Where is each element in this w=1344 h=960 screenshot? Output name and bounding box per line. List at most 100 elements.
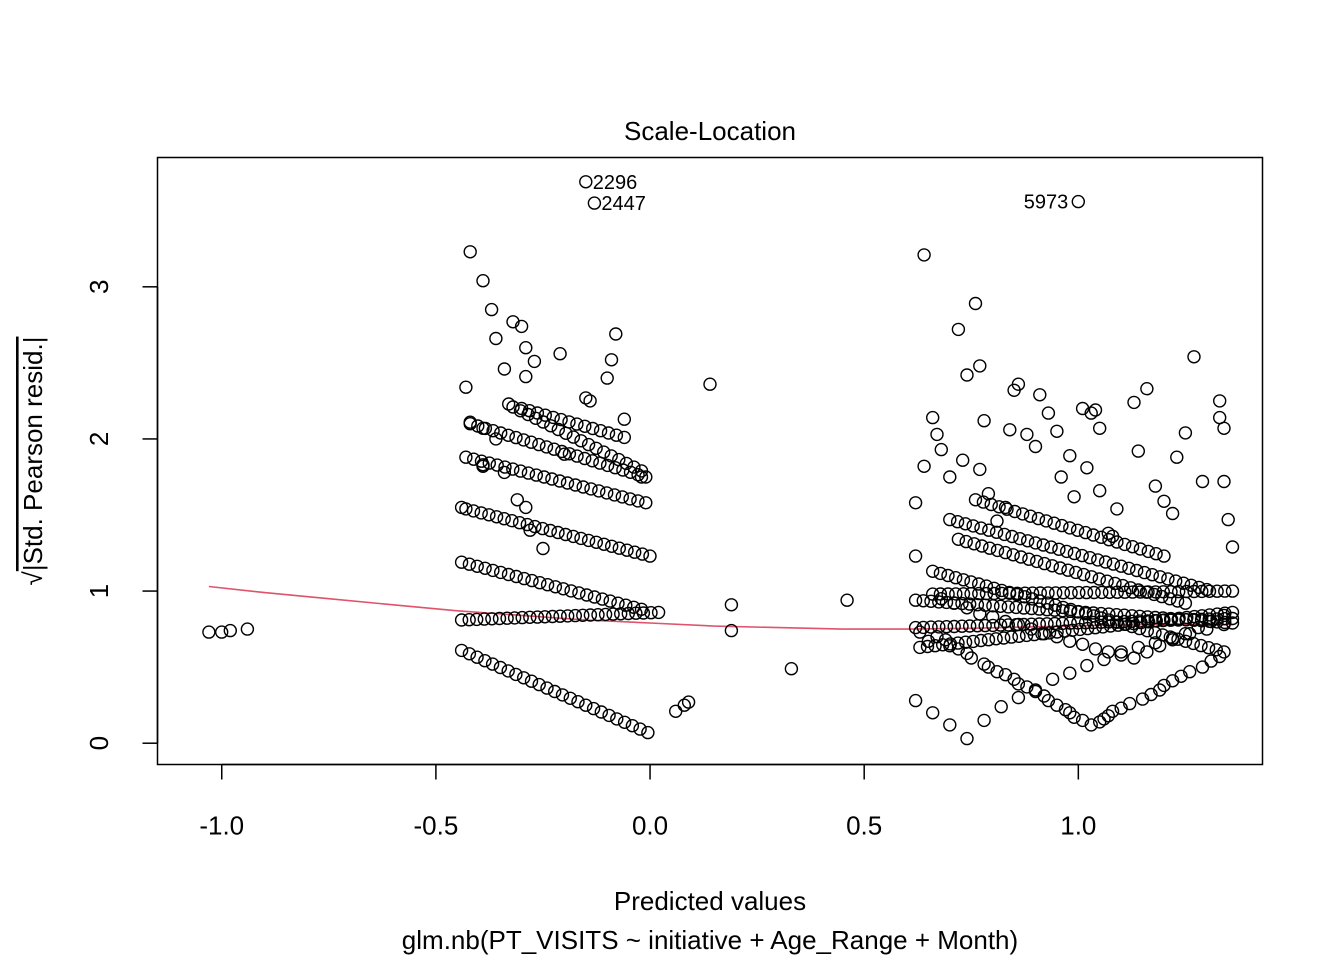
data-point (524, 435, 538, 449)
data-point (1029, 554, 1044, 569)
data-point (502, 397, 516, 411)
x-axis: -1.0 -0.5 0.0 0.5 1.0 (199, 763, 1096, 841)
data-point (608, 461, 622, 475)
data-point (926, 706, 940, 720)
y-axis-label: √|Std. Pearson resid.| (18, 337, 48, 586)
data-point (490, 458, 504, 472)
data-point (470, 559, 484, 573)
data-point (926, 564, 940, 578)
data-point (958, 517, 973, 531)
data-point (1163, 630, 1178, 644)
data-point (1187, 350, 1201, 364)
data-point (1109, 615, 1124, 629)
data-point (459, 502, 473, 516)
data-point (486, 424, 500, 438)
labeled-point (587, 196, 602, 210)
data-point (1094, 606, 1108, 621)
y-tick-label: 0 (84, 736, 114, 750)
data-point (585, 454, 599, 468)
data-point (1025, 586, 1040, 600)
data-point (540, 578, 555, 592)
data-point (583, 608, 598, 622)
data-point (532, 677, 546, 692)
data-point (1178, 596, 1193, 610)
data-point (1024, 601, 1039, 616)
data-point (924, 620, 938, 634)
data-point (486, 563, 500, 578)
data-point (454, 643, 469, 658)
data-point (515, 610, 529, 625)
data-point (1155, 589, 1169, 604)
data-point (1050, 625, 1064, 639)
data-point (1052, 542, 1066, 556)
data-point (1098, 555, 1113, 569)
data-point (462, 647, 477, 661)
data-point (1094, 530, 1108, 544)
data-point (1140, 614, 1155, 628)
data-point (977, 657, 991, 671)
data-point (536, 541, 550, 556)
data-point (956, 587, 971, 601)
data-point (555, 688, 570, 702)
data-point (566, 430, 581, 444)
data-point (1063, 521, 1077, 535)
data-point (223, 623, 238, 638)
data-point (1084, 406, 1098, 420)
data-point (936, 638, 950, 652)
data-point (1097, 652, 1111, 667)
data-point (1117, 537, 1132, 552)
data-point (1041, 406, 1056, 420)
data-point (1114, 701, 1128, 715)
data-point (489, 331, 503, 346)
data-point (1075, 548, 1089, 563)
data-point (974, 521, 988, 535)
data-point (497, 362, 512, 376)
points-layer (202, 245, 1240, 746)
data-point (908, 593, 923, 607)
data-point (1019, 628, 1034, 643)
data-point (560, 476, 575, 490)
data-point (619, 598, 633, 612)
data-point (467, 452, 481, 466)
data-point (1212, 649, 1227, 664)
data-point (1225, 605, 1240, 620)
data-point (990, 665, 1004, 679)
data-point (1028, 439, 1043, 454)
data-point (1137, 565, 1152, 580)
data-point (1037, 556, 1052, 571)
data-point (556, 582, 570, 596)
data-point (629, 606, 643, 620)
data-point (459, 450, 473, 464)
data-point (1105, 704, 1120, 718)
data-point (1139, 585, 1154, 599)
data-point (1036, 538, 1051, 552)
data-point (523, 610, 537, 624)
data-point (1204, 654, 1218, 668)
data-point (1192, 580, 1206, 595)
data-point (538, 610, 552, 624)
data-point (509, 569, 523, 584)
data-point (544, 419, 558, 433)
data-point (605, 539, 619, 553)
data-point (1218, 584, 1232, 598)
data-point (1072, 585, 1086, 600)
data-point (993, 599, 1008, 613)
data-point (592, 484, 606, 498)
data-point (538, 408, 552, 422)
data-point (572, 586, 586, 600)
data-point (564, 584, 578, 598)
data-point (581, 437, 596, 452)
data-point (600, 486, 614, 500)
data-point (1101, 526, 1116, 540)
data-point (528, 519, 542, 534)
data-point (1014, 550, 1028, 564)
data-point (949, 571, 963, 585)
data-point (532, 437, 546, 452)
data-point (578, 451, 592, 466)
data-point (1225, 616, 1240, 630)
data-point (470, 650, 484, 664)
data-point (597, 537, 611, 551)
data-point (612, 541, 626, 555)
data-point (1041, 693, 1056, 708)
data-point (519, 369, 533, 384)
